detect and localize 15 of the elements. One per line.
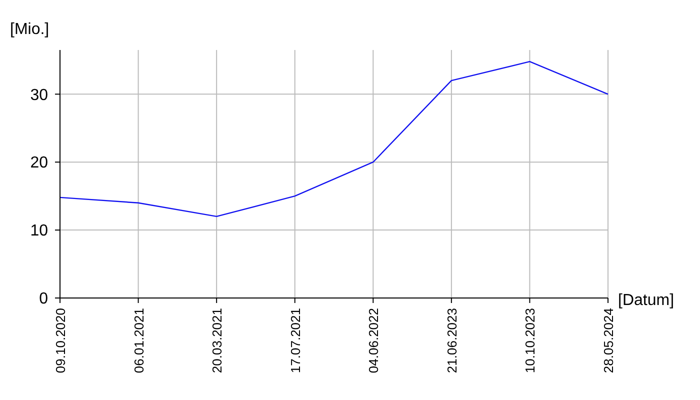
y-tick-label: 0 [39, 290, 48, 308]
y-tick-label: 20 [30, 154, 48, 172]
x-tick-label: 04.06.2022 [366, 308, 382, 374]
line-series [59, 60, 609, 218]
x-tick-label: 17.07.2021 [288, 308, 303, 374]
x-tick-label: 10.10.2023 [522, 308, 538, 374]
x-tick-label: 09.10.2020 [53, 308, 68, 374]
x-tick-label: 28.05.2024 [601, 308, 616, 374]
x-tick-label: 21.06.2023 [444, 308, 460, 374]
y-tick-label: 30 [30, 86, 48, 104]
y-tick-label: 10 [30, 222, 48, 240]
x-tick-label: 20.03.2021 [210, 308, 225, 374]
y-axis-title: [Mio.] [10, 21, 50, 38]
x-tick-label: 06.01.2021 [131, 308, 146, 374]
x-axis-title: [Datum] [618, 292, 674, 309]
